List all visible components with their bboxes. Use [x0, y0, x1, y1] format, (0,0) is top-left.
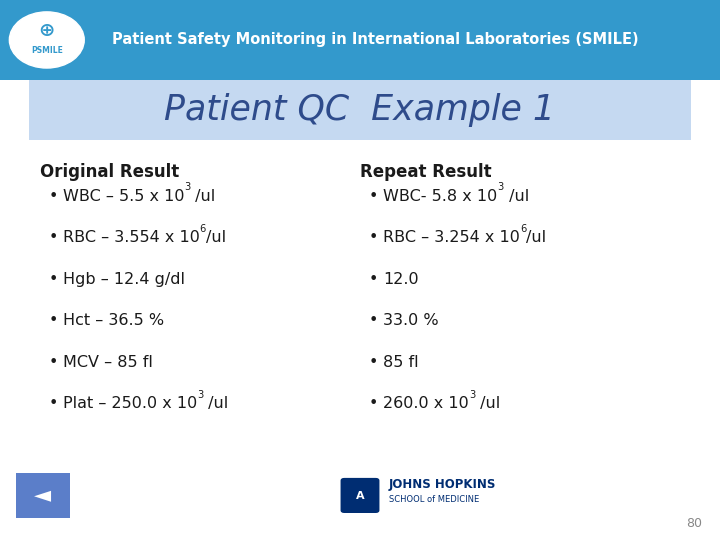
Text: SCHOOL of MEDICINE: SCHOOL of MEDICINE — [389, 495, 479, 504]
Bar — [29, 80, 691, 140]
Text: Hgb – 12.4 g/dl: Hgb – 12.4 g/dl — [63, 272, 184, 287]
Text: •: • — [369, 396, 378, 411]
Circle shape — [9, 12, 84, 68]
Text: RBC – 3.554 x 10: RBC – 3.554 x 10 — [63, 230, 199, 245]
Text: •: • — [48, 355, 58, 370]
Text: 3: 3 — [469, 390, 475, 400]
Text: 3: 3 — [184, 183, 190, 192]
Text: /ul: /ul — [190, 188, 216, 204]
Text: •: • — [48, 188, 58, 204]
Text: Plat – 250.0 x 10: Plat – 250.0 x 10 — [63, 396, 197, 411]
FancyBboxPatch shape — [341, 478, 379, 513]
Text: 80: 80 — [686, 517, 702, 530]
Text: Repeat Result: Repeat Result — [360, 163, 492, 180]
Text: Hct – 36.5 %: Hct – 36.5 % — [63, 313, 163, 328]
Text: •: • — [369, 355, 378, 370]
Text: JOHNS HOPKINS: JOHNS HOPKINS — [389, 478, 496, 491]
Text: Original Result: Original Result — [40, 163, 179, 180]
Text: WBC- 5.8 x 10: WBC- 5.8 x 10 — [383, 188, 498, 204]
Text: 3: 3 — [498, 183, 503, 192]
Text: 33.0 %: 33.0 % — [383, 313, 438, 328]
Bar — [0, 0, 720, 80]
Bar — [16, 472, 70, 518]
Text: /ul: /ul — [475, 396, 500, 411]
Text: 6: 6 — [199, 224, 206, 234]
Text: •: • — [48, 313, 58, 328]
Text: •: • — [48, 230, 58, 245]
Text: A: A — [356, 491, 364, 501]
Text: RBC – 3.254 x 10: RBC – 3.254 x 10 — [383, 230, 520, 245]
Text: •: • — [48, 396, 58, 411]
Text: 6: 6 — [520, 224, 526, 234]
Text: 3: 3 — [197, 390, 203, 400]
Text: /ul: /ul — [526, 230, 546, 245]
Text: /ul: /ul — [503, 188, 528, 204]
Text: •: • — [369, 272, 378, 287]
Text: /ul: /ul — [203, 396, 228, 411]
Text: MCV – 85 fl: MCV – 85 fl — [63, 355, 153, 370]
Text: ⊕: ⊕ — [39, 21, 55, 40]
Text: •: • — [48, 272, 58, 287]
Text: Patient QC  Example 1: Patient QC Example 1 — [164, 93, 556, 127]
Text: •: • — [369, 230, 378, 245]
Text: 260.0 x 10: 260.0 x 10 — [383, 396, 469, 411]
Text: WBC – 5.5 x 10: WBC – 5.5 x 10 — [63, 188, 184, 204]
Text: 12.0: 12.0 — [383, 272, 418, 287]
Text: PSMILE: PSMILE — [31, 46, 63, 55]
Text: /ul: /ul — [206, 230, 226, 245]
Text: 85 fl: 85 fl — [383, 355, 418, 370]
Text: •: • — [369, 313, 378, 328]
Text: Patient Safety Monitoring in International Laboratories (SMILE): Patient Safety Monitoring in Internation… — [112, 32, 638, 48]
Text: •: • — [369, 188, 378, 204]
Text: ◄: ◄ — [34, 485, 51, 506]
